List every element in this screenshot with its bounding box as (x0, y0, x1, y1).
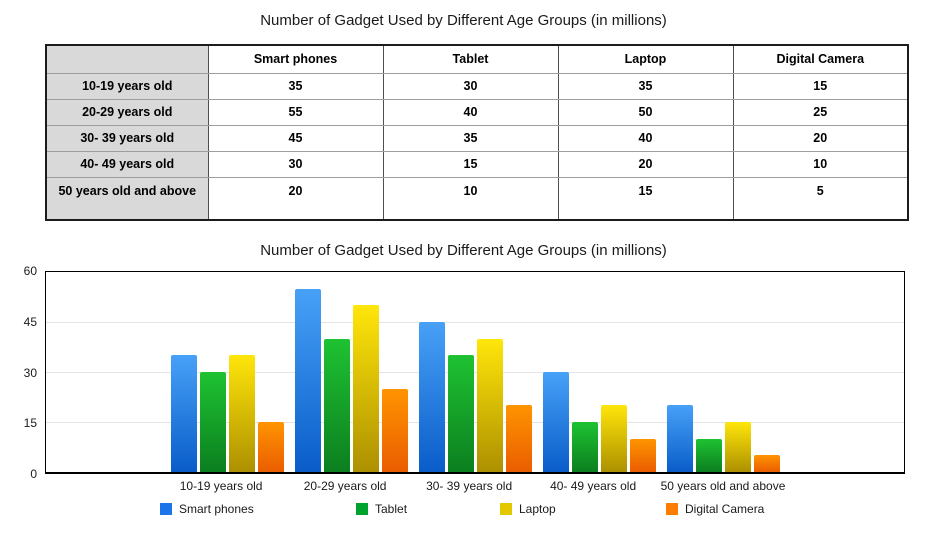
table-title: Number of Gadget Used by Different Age G… (260, 12, 667, 29)
x-axis-label: 20-29 years old (303, 479, 387, 493)
legend-swatch-icon (356, 503, 368, 515)
table-cell: 35 (557, 72, 734, 100)
table-cell: 45 (207, 124, 384, 152)
legend-item-smart-phones: Smart phones (160, 502, 254, 516)
gridline (46, 372, 904, 373)
x-axis-label: 10-19 years old (179, 479, 263, 493)
bar-laptop (476, 338, 503, 472)
table-cell: 40 (382, 98, 559, 126)
row-header: 50 years old and above (45, 176, 209, 221)
x-axis-label: 30- 39 years old (426, 479, 513, 493)
bar-group-20-29-years-old (294, 272, 408, 472)
table-row: 30- 39 years old 45 35 40 20 (45, 124, 909, 152)
bar-laptop (352, 305, 379, 472)
table-row: 40- 49 years old 30 15 20 10 (45, 150, 909, 178)
row-header: 20-29 years old (45, 98, 209, 126)
bar-chart: 60 45 30 15 0 (24, 264, 905, 481)
bar-tablet (571, 422, 598, 472)
bar-group-50-years-old-and-above (666, 272, 780, 472)
y-axis-tick: 60 (23, 264, 37, 278)
y-axis-tick: 15 (23, 416, 37, 431)
bar-tablet (695, 438, 722, 472)
legend-label: Smart phones (179, 502, 254, 516)
table-cell: 20 (207, 176, 384, 221)
legend-swatch-icon (500, 503, 512, 515)
chart-legend: Smart phones Tablet Laptop Digital Camer… (0, 502, 927, 516)
bar-smart-phones (294, 288, 321, 472)
table-header-row: Smart phones Tablet Laptop Digital Camer… (45, 44, 909, 74)
bar-smart-phones (170, 355, 197, 472)
bar-laptop (228, 355, 255, 472)
bar-tablet (447, 355, 474, 472)
table-cell: 40 (557, 124, 734, 152)
table-cell: 10 (382, 176, 559, 221)
table-cell: 35 (207, 72, 384, 100)
gridline (46, 322, 904, 323)
legend-label: Tablet (375, 502, 408, 516)
col-header-laptop: Laptop (557, 44, 734, 74)
y-axis-tick: 0 (30, 467, 37, 481)
bar-tablet (323, 338, 350, 472)
table-cell: 20 (732, 124, 909, 152)
row-header: 10-19 years old (45, 72, 209, 100)
gadget-usage-table: Smart phones Tablet Laptop Digital Camer… (45, 44, 909, 221)
legend-item-laptop: Laptop (500, 502, 556, 516)
y-axis-tick: 45 (23, 314, 37, 329)
x-axis-label: 40- 49 years old (550, 479, 637, 493)
table-cell: 25 (732, 98, 909, 126)
bar-tablet (199, 372, 226, 472)
gridline (46, 422, 904, 423)
bar-laptop (600, 405, 627, 472)
table-cell: 55 (207, 98, 384, 126)
row-header: 40- 49 years old (45, 150, 209, 178)
bar-laptop (724, 422, 751, 472)
bar-digital-camera (505, 405, 532, 472)
row-header: 30- 39 years old (45, 124, 209, 152)
table-row: 50 years old and above 20 10 15 5 (45, 176, 909, 221)
table-cell: 10 (732, 150, 909, 178)
table-cell: 20 (557, 150, 734, 178)
plot-area (45, 271, 905, 474)
table-cell: 5 (732, 176, 909, 221)
table-cell: 35 (382, 124, 559, 152)
bar-digital-camera (381, 388, 408, 472)
legend-swatch-icon (160, 503, 172, 515)
legend-item-digital-camera: Digital Camera (666, 502, 764, 516)
table-cell: 50 (557, 98, 734, 126)
bar-smart-phones (542, 372, 569, 472)
bar-digital-camera (257, 422, 284, 472)
bar-groups (46, 272, 904, 472)
bar-smart-phones (666, 405, 693, 472)
corner-cell (45, 44, 209, 74)
col-header-smart-phones: Smart phones (207, 44, 384, 74)
legend-label: Digital Camera (685, 502, 765, 516)
table-cell: 30 (207, 150, 384, 178)
legend-label: Laptop (519, 502, 556, 516)
table-cell: 15 (732, 72, 909, 100)
x-axis-labels: 10-19 years old 20-29 years old 30- 39 y… (45, 479, 905, 493)
bar-digital-camera (753, 455, 780, 472)
col-header-digital-camera: Digital Camera (732, 44, 909, 74)
legend-item-tablet: Tablet (356, 502, 407, 516)
table-row: 10-19 years old 35 30 35 15 (45, 72, 909, 100)
y-axis-tick: 30 (23, 365, 37, 380)
bar-group-40-49-years-old (542, 272, 656, 472)
table-cell: 30 (382, 72, 559, 100)
bar-digital-camera (629, 438, 656, 472)
x-axis-label: 50 years old and above (660, 479, 786, 493)
col-header-tablet: Tablet (382, 44, 559, 74)
chart-title: Number of Gadget Used by Different Age G… (260, 242, 667, 259)
table-cell: 15 (382, 150, 559, 178)
legend-swatch-icon (666, 503, 678, 515)
bar-smart-phones (418, 322, 445, 472)
table-row: 20-29 years old 55 40 50 25 (45, 98, 909, 126)
bar-group-10-19-years-old (170, 272, 284, 472)
bar-group-30-39-years-old (418, 272, 532, 472)
table-cell: 15 (557, 176, 734, 221)
